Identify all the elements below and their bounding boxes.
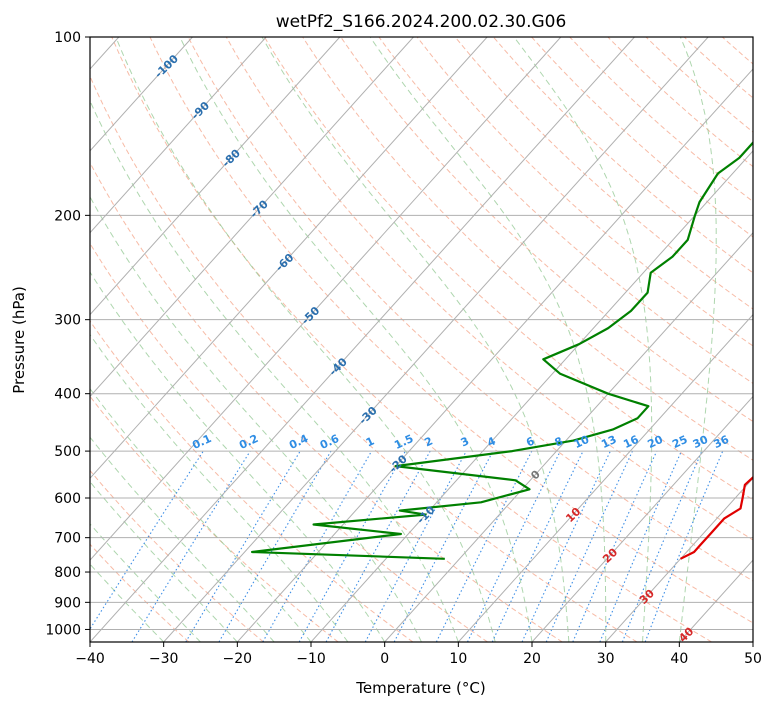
isotherm-line <box>605 477 753 642</box>
mixing-ratio-line <box>131 450 251 642</box>
x-tick-label: −30 <box>149 651 179 667</box>
x-tick-label: 30 <box>597 651 615 667</box>
profile-series <box>251 141 753 560</box>
isotherm-line <box>163 37 709 642</box>
moist-adiabat <box>115 37 496 642</box>
mixing-ratio-line <box>491 450 584 642</box>
isotherm-line <box>90 37 267 234</box>
y-tick-label: 400 <box>54 387 81 403</box>
x-tick-label: 0 <box>380 651 389 667</box>
dry-adiabat <box>225 37 753 541</box>
dry-adiabat <box>90 242 488 642</box>
x-tick-label: −20 <box>223 651 253 667</box>
mixing-ratio-lines <box>90 450 724 642</box>
moist-adiabat <box>90 436 275 642</box>
isotherm-line <box>90 37 414 398</box>
mixing-ratio-line <box>599 450 682 642</box>
isotherm-line <box>310 150 753 642</box>
x-axis-title: Temperature (°C) <box>355 679 485 697</box>
mixing-ratio-label: 16 <box>621 433 641 451</box>
mixing-ratio-line <box>521 450 611 642</box>
dry-adiabat <box>416 37 753 347</box>
y-tick-label: 500 <box>54 444 81 460</box>
moist-adiabat <box>90 333 349 642</box>
mixing-ratio-line <box>185 450 301 642</box>
y-tick-label: 700 <box>54 531 81 547</box>
y-tick-label: 300 <box>54 313 81 329</box>
x-tick-label: 10 <box>449 651 467 667</box>
moist-adiabats <box>90 37 717 642</box>
dry-adiabat <box>187 37 753 582</box>
y-tick-label: 1000 <box>45 622 81 638</box>
mixing-ratio-label: 13 <box>599 433 618 451</box>
isotherm-line <box>90 37 635 642</box>
y-tick-label: 200 <box>54 208 81 224</box>
moist-adiabat <box>90 99 459 642</box>
dry-adiabat <box>493 37 753 274</box>
isotherm-line <box>90 37 488 480</box>
mixing-ratio-label: 30 <box>691 433 711 451</box>
dry-adiabat <box>90 75 638 642</box>
isobar-gridlines <box>90 37 753 630</box>
moist-adiabat <box>179 37 533 642</box>
moist-adiabat <box>90 481 238 642</box>
dry-adiabat <box>378 37 753 385</box>
y-tick-label: 800 <box>54 565 81 581</box>
dry-adiabat <box>111 37 712 642</box>
dry-adiabat <box>90 469 264 642</box>
mixing-ratio-line <box>325 450 431 642</box>
dewpoint-profile <box>251 141 753 560</box>
x-tick-label: −40 <box>75 651 105 667</box>
isotherm-line <box>457 313 753 642</box>
mixing-ratio-label: 10 <box>572 433 592 451</box>
mixing-ratio-label: 36 <box>712 433 732 451</box>
x-axis: −40 −30 −20 −10 0 10 20 30 40 50 <box>75 642 762 667</box>
x-tick-label: −10 <box>296 651 326 667</box>
isotherm-line <box>90 37 341 316</box>
y-tick-label: 100 <box>54 30 81 46</box>
moist-adiabat <box>678 37 717 642</box>
y-tick-label: 600 <box>54 491 81 507</box>
mixing-ratio-line <box>262 450 373 642</box>
moist-adiabat <box>513 37 653 642</box>
y-axis-title: Pressure (hPa) <box>10 286 28 394</box>
moist-adiabat <box>261 37 570 642</box>
y-tick-label: 900 <box>54 595 81 611</box>
mixing-ratio-line <box>218 450 332 642</box>
temperature-profile <box>680 475 753 560</box>
x-tick-label: 20 <box>523 651 541 667</box>
isotherm-line <box>90 37 562 561</box>
isotherm-line <box>384 231 753 642</box>
mixing-ratio-line <box>467 450 561 642</box>
x-tick-label: 40 <box>670 651 688 667</box>
isotherm-line <box>236 68 753 642</box>
mixing-ratio-line <box>298 450 406 642</box>
dry-adiabat <box>569 37 753 203</box>
dry-adiabats <box>90 37 753 642</box>
mixing-ratio-line <box>90 450 204 631</box>
dry-adiabat <box>264 37 753 501</box>
chart-title: wetPf2_S166.2024.200.02.30.G06 <box>276 12 567 32</box>
moist-adiabat <box>90 271 386 642</box>
dry-adiabat <box>149 37 753 624</box>
isotherm-line <box>531 395 753 642</box>
mixing-ratio-line <box>545 450 633 642</box>
plot-frame <box>89 36 754 643</box>
mixing-ratio-label: 25 <box>670 433 689 451</box>
isotherm-line <box>90 37 193 152</box>
x-tick-label: 50 <box>744 651 762 667</box>
dry-adiabat <box>90 161 563 642</box>
moist-adiabat <box>369 37 607 642</box>
mixing-ratio-line <box>621 450 703 642</box>
mixing-ratio-label: 20 <box>646 433 666 451</box>
dry-adiabat <box>90 320 414 642</box>
y-axis: 100 200 300 400 500 600 700 800 900 1000 <box>45 30 90 638</box>
skewed-isotherms <box>90 37 753 642</box>
